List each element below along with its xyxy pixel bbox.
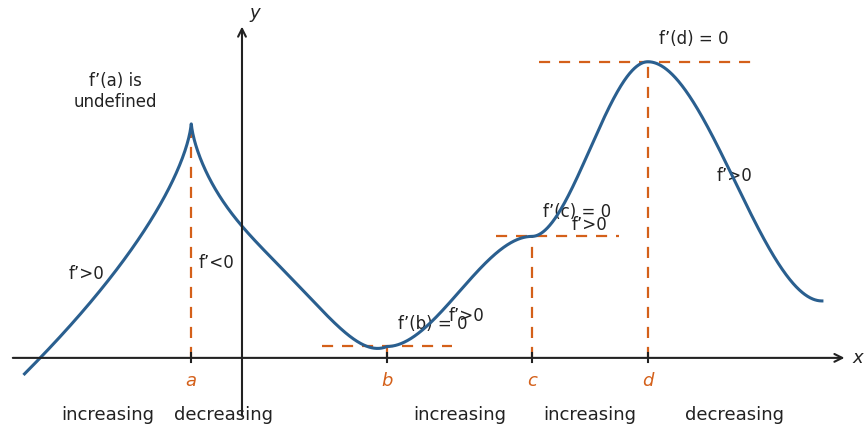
Text: f’>0: f’>0: [68, 266, 104, 284]
Text: decreasing: decreasing: [686, 406, 785, 424]
Text: f’(b) = 0: f’(b) = 0: [398, 315, 467, 333]
Text: f’>0: f’>0: [572, 216, 608, 234]
Text: f’>0: f’>0: [449, 307, 485, 325]
Text: f’<0: f’<0: [199, 254, 234, 272]
Text: y: y: [249, 4, 260, 22]
Text: increasing: increasing: [413, 406, 506, 424]
Text: f’>0: f’>0: [717, 166, 753, 184]
Text: b: b: [381, 372, 393, 390]
Text: increasing: increasing: [544, 406, 636, 424]
Text: decreasing: decreasing: [174, 406, 273, 424]
Text: f’(c) = 0: f’(c) = 0: [543, 203, 611, 221]
Text: x: x: [852, 349, 863, 367]
Text: d: d: [642, 372, 654, 390]
Text: c: c: [527, 372, 537, 390]
Text: f’(d) = 0: f’(d) = 0: [659, 30, 728, 48]
Text: a: a: [186, 372, 197, 390]
Text: f’(a) is
undefined: f’(a) is undefined: [74, 72, 157, 111]
Text: increasing: increasing: [62, 406, 154, 424]
